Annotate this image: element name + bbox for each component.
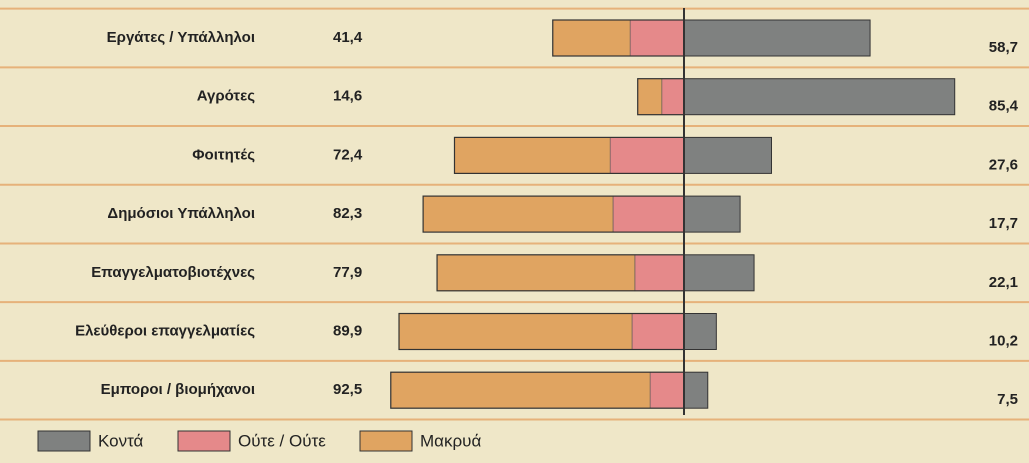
bar [454, 137, 611, 174]
bar [422, 195, 614, 233]
total-label: 41,4 [333, 29, 363, 46]
total-label: 89,9 [333, 322, 362, 339]
bar [649, 371, 685, 409]
bar [683, 195, 741, 233]
category-label: Ελεύθεροι επαγγελματίες [75, 322, 255, 339]
bar [661, 78, 685, 115]
bar [612, 195, 685, 233]
bar [629, 19, 685, 57]
legend-label: Μακρυά [420, 431, 481, 450]
bar [637, 78, 663, 115]
value-label: 27,6 [989, 156, 1018, 173]
bar [683, 136, 772, 174]
legend-label: Ούτε / Ούτε [238, 431, 326, 450]
category-label: Εμποροι / βιομήχανοι [101, 381, 255, 398]
category-label: Φοιτητές [192, 146, 255, 163]
bar [436, 254, 636, 292]
value-label: 10,2 [989, 332, 1018, 349]
bar [683, 19, 871, 57]
total-label: 82,3 [333, 205, 362, 222]
category-label: Εργάτες / Υπάλληλοι [107, 29, 255, 46]
category-label: Δημόσιοι Υπάλληλοι [107, 205, 255, 222]
value-label: 22,1 [989, 274, 1018, 291]
bar [683, 371, 709, 409]
category-label: Αγρότες [197, 88, 255, 105]
bar [390, 371, 651, 409]
legend-label: Κοντά [98, 431, 144, 450]
bar [398, 313, 633, 350]
total-label: 77,9 [333, 264, 362, 281]
bar [609, 137, 685, 174]
category-label: Επαγγελματοβιοτέχνες [91, 264, 255, 281]
bar [552, 19, 631, 57]
total-label: 14,6 [333, 88, 362, 105]
value-label: 85,4 [989, 98, 1019, 115]
bar [683, 78, 956, 116]
total-label: 92,5 [333, 381, 362, 398]
bar [634, 254, 685, 292]
value-label: 7,5 [997, 391, 1018, 408]
bar [683, 254, 755, 292]
value-label: 17,7 [989, 215, 1018, 232]
legend-swatch [177, 430, 231, 452]
bar [631, 313, 685, 350]
legend-swatch [359, 430, 413, 452]
total-label: 72,4 [333, 146, 363, 163]
legend-swatch [37, 430, 91, 452]
bar [683, 313, 717, 350]
value-label: 58,7 [989, 39, 1018, 56]
